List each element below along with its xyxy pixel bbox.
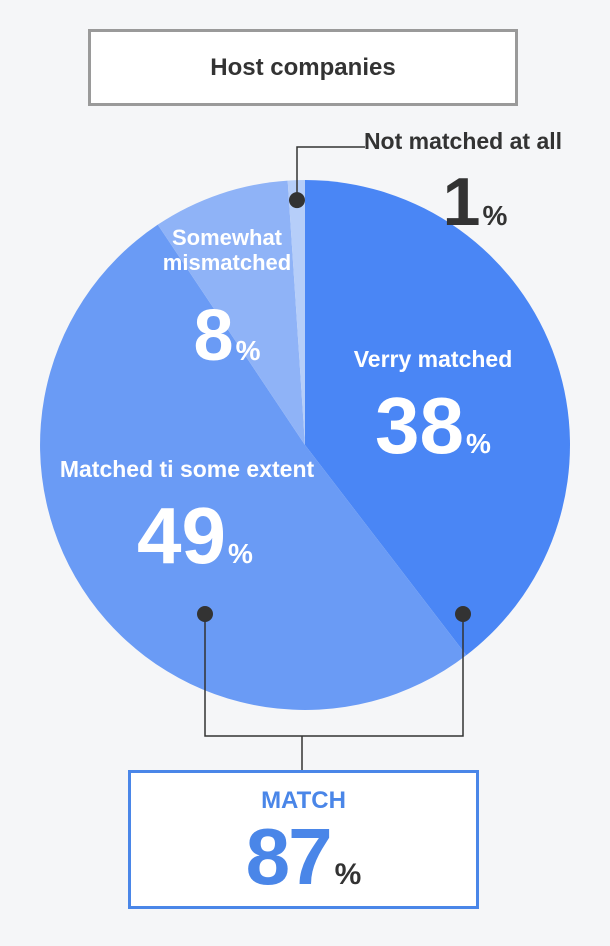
slice-value-not-matched-at-all: 1%: [443, 164, 508, 240]
slice-somewhat-mismatched: [157, 180, 305, 445]
slice-not-matched-at-all: [287, 180, 305, 445]
leader-line-small-slice: [296, 146, 365, 201]
match-label: MATCH: [261, 787, 346, 814]
match-unit: %: [334, 858, 362, 891]
slice-label-somewhat-mismatched: Somewhat mismatched: [163, 225, 291, 275]
slice-label-not-matched-at-all: Not matched at all: [364, 128, 562, 154]
slice-label-matched-ti-some-extent: Matched ti some extent: [60, 456, 315, 482]
match-summary-box: MATCH 87%: [128, 770, 479, 909]
slice-label-verry-matched: Verry matched: [354, 346, 513, 372]
slice-value-somewhat-mismatched: 8%: [194, 296, 261, 376]
match-bracket-dot-right: [455, 606, 471, 622]
chart-title: Host companies: [88, 29, 518, 106]
match-number: 87: [245, 812, 333, 901]
leader-dot-small-slice: [288, 192, 305, 209]
match-bracket-dot-left: [197, 606, 213, 622]
slice-value-verry-matched: 38%: [375, 381, 491, 470]
slice-matched-ti-some-extent: [40, 224, 467, 710]
slice-value-matched-ti-some-extent: 49%: [137, 491, 253, 580]
match-bracket: [204, 614, 464, 737]
match-value: 87%: [131, 811, 476, 903]
slice-verry-matched: [305, 180, 571, 656]
